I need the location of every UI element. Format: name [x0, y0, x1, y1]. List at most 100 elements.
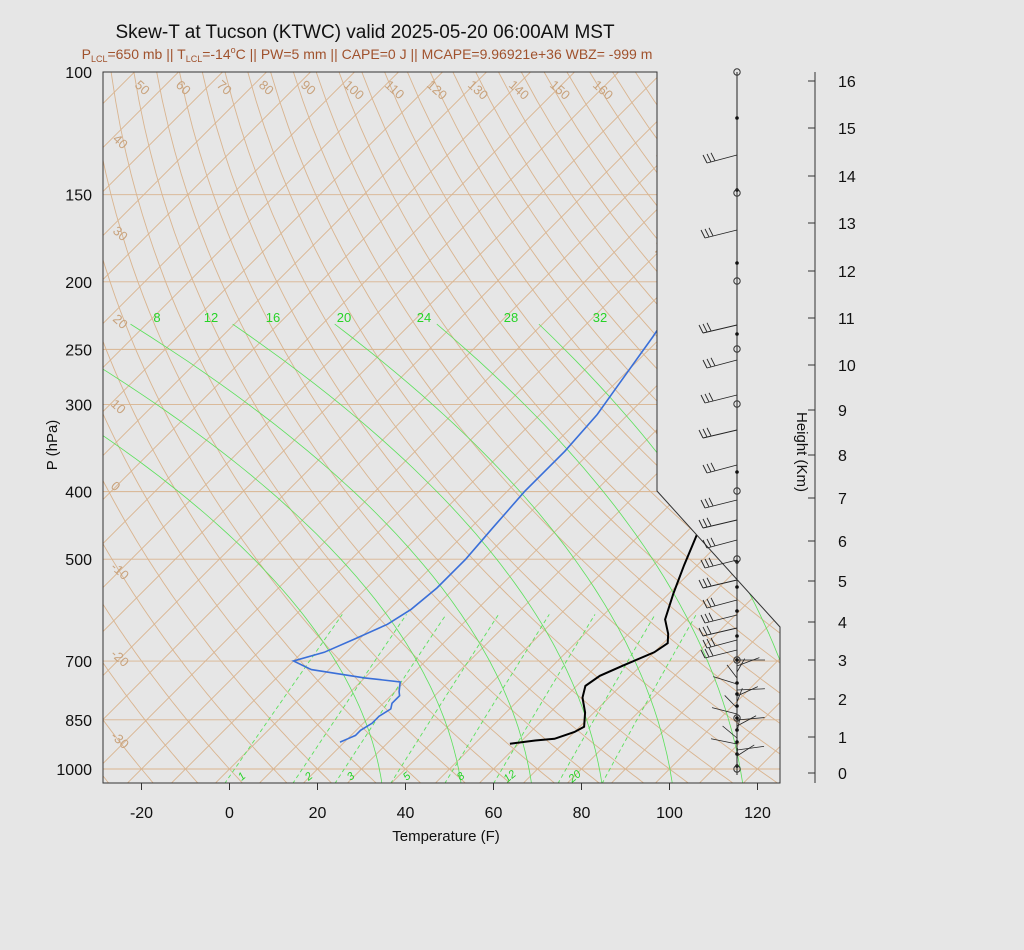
wind-barb: [706, 599, 738, 609]
dry-adiabat-line: [270, 72, 780, 783]
wind-barb-flag: [704, 393, 710, 403]
mixing-ratio-line: [601, 614, 697, 783]
wind-barb: [704, 559, 738, 569]
dry-adiabat-line: [103, 72, 155, 783]
isotherm-line: [103, 72, 531, 783]
dry-adiabat-line: [156, 72, 645, 783]
right-isotherm-label: 40: [775, 651, 802, 678]
wind-barb-flag: [708, 392, 714, 402]
wind-barb-flag: [700, 499, 706, 509]
dry-adiabat-line: [103, 72, 467, 783]
wind-barb-flag: [698, 429, 704, 439]
isotherm-line: [434, 72, 780, 783]
isotherm-label: 150: [547, 77, 573, 103]
height-tick-label: 0: [838, 766, 847, 783]
height-tick-label: 13: [838, 216, 856, 233]
isotherm-label: 110: [382, 77, 407, 102]
wind-barb-flag: [708, 647, 714, 657]
isotherm-label: 160: [590, 77, 616, 103]
height-tick-label: 6: [838, 534, 847, 551]
wind-barb-flag: [702, 578, 708, 588]
chart-grid: 8 12 16 20 24 28 321 2 3 5 8 12 20 -30-20-1001020304…: [0, 72, 1024, 784]
wind-barb-flag: [702, 626, 708, 636]
mixing-ratio-line: [493, 614, 596, 783]
wind-barb-flag: [708, 497, 714, 507]
wind-barb-flag: [700, 229, 706, 239]
moist-adiabat-line: [103, 323, 462, 783]
dry-adiabat-line: [384, 72, 780, 783]
mixing-ratio-line: [557, 614, 656, 783]
isotherm-line: [0, 72, 47, 784]
x-tick-label: 120: [744, 805, 771, 822]
low-level-wind-barb: [736, 657, 760, 667]
height-tick-label: 9: [838, 403, 847, 420]
isotherm-label: 120: [424, 77, 450, 103]
isotherm-line: [522, 72, 780, 783]
x-tick-label: 40: [397, 805, 415, 822]
dry-adiabat-line: [103, 72, 244, 783]
low-level-wind-barb: [724, 695, 738, 709]
bottom-mixing-ratio-label: 1: [236, 770, 248, 783]
x-axis-label: Temperature (F): [392, 828, 500, 845]
wind-barb-flag: [700, 649, 706, 659]
isotherm-line: [103, 72, 575, 783]
height-marker-dot: [735, 609, 739, 613]
height-marker-dot: [735, 116, 739, 120]
wind-barb-flag: [706, 598, 712, 608]
wind-barb-flag: [698, 519, 704, 529]
height-marker-dot: [735, 681, 739, 685]
isotherm-line: [214, 72, 780, 783]
isotherm-line: [1007, 72, 1024, 784]
wind-barb-flag: [706, 517, 712, 527]
low-level-wind-barb: [726, 664, 738, 679]
wind-barb-flag: [706, 153, 712, 163]
wind-barb-flag: [708, 612, 714, 622]
height-tick-label: 3: [838, 653, 847, 670]
moist-adiabat-line: [436, 323, 744, 783]
low-level-wind-barb: [713, 676, 738, 685]
height-axis-label: Height (Km): [793, 412, 810, 492]
wind-barb-flag: [702, 428, 708, 438]
x-tick-label: -20: [130, 805, 153, 822]
wind-barbs: [698, 68, 765, 775]
wind-barb: [702, 579, 738, 589]
dry-adiabat-line: [0, 72, 20, 784]
wind-barb: [706, 539, 738, 549]
mixing-ratio-label: 24: [417, 310, 431, 325]
wind-barb-flag: [702, 359, 708, 369]
isotherm-line: [566, 72, 780, 783]
height-tick-label: 12: [838, 264, 856, 281]
wind-barb-flag: [710, 537, 716, 547]
isotherm-line: [170, 72, 780, 783]
dry-adiabat-lines: [0, 72, 1024, 784]
chart-subtitle: PLCL=650 mb || TLCL=-14oC || PW=5 mm || …: [82, 45, 653, 64]
x-tick-label: 0: [225, 805, 234, 822]
mixing-ratio-label: 32: [593, 310, 607, 325]
isotherm-line: [787, 72, 1024, 784]
wind-barb: [706, 639, 738, 649]
dry-adiabat-line: [840, 72, 1024, 784]
right-isotherm-label: 30: [753, 581, 780, 608]
wind-barb-flag: [700, 559, 706, 569]
dry-adiabat-line: [863, 72, 1024, 784]
wind-barb-flag: [704, 228, 710, 238]
pressure-tick-label: 150: [65, 188, 92, 205]
right-isotherm-label: 0: [651, 424, 671, 444]
isotherm-label: 80: [256, 77, 277, 98]
chart-title: Skew-T at Tucson (KTWC) valid 2025-05-20…: [115, 22, 615, 43]
height-marker-dot: [735, 634, 739, 638]
pressure-tick-label: 100: [65, 65, 92, 82]
x-tick-label: 80: [573, 805, 591, 822]
bottom-mixing-ratio-label: 8: [455, 770, 468, 784]
mixing-ratio-label: 12: [204, 310, 218, 325]
mixing-ratio-label: 8: [153, 310, 160, 325]
wind-barb: [704, 499, 738, 509]
height-marker-dot: [735, 332, 739, 336]
moist-adiabat-line: [103, 323, 383, 783]
wind-barb-flag: [698, 324, 704, 334]
height-marker-dot: [735, 740, 739, 744]
height-marker-dot: [735, 585, 739, 589]
wind-barb-flag: [706, 625, 712, 635]
dry-adiabat-line: [201, 72, 735, 783]
